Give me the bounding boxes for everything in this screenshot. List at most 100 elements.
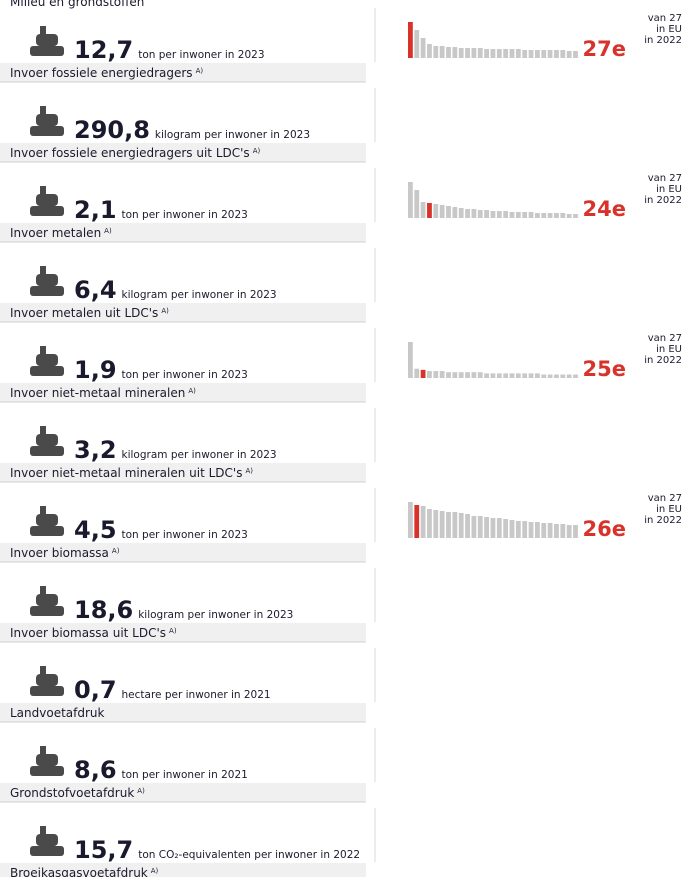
footnote-marker: A) (188, 387, 196, 395)
rank-context: in EU (656, 504, 682, 515)
bar (427, 371, 432, 378)
icon-top (40, 266, 46, 274)
icon (30, 746, 64, 776)
unit: kilogram per inwoner in 2023 (138, 609, 293, 621)
footnote-marker: A) (151, 867, 159, 875)
bar (477, 372, 483, 378)
bar (547, 374, 553, 378)
unit: ton per inwoner in 2023 (122, 529, 248, 541)
bar (541, 213, 547, 218)
icon-top (40, 426, 46, 434)
bar (554, 374, 559, 378)
value: 6,4 (74, 276, 117, 304)
page-title: Milieu en grondstoffen (10, 0, 144, 9)
icon-base (30, 446, 64, 456)
bar (465, 209, 470, 218)
bar (528, 50, 534, 58)
bar (420, 38, 426, 58)
bar (535, 213, 540, 218)
bar (566, 525, 572, 538)
value: 15,7 (74, 836, 133, 864)
icon-body (36, 354, 58, 366)
rank-context: in 2022 (644, 195, 682, 206)
bar (433, 204, 439, 218)
rank-context: in 2022 (644, 515, 682, 526)
value: 2,1 (74, 196, 117, 224)
bar (446, 47, 451, 58)
icon (30, 266, 64, 296)
bar (566, 374, 572, 378)
icon-top (40, 826, 46, 834)
bar (408, 22, 413, 58)
bar (414, 190, 420, 218)
label-bg (0, 703, 366, 722)
bar (496, 373, 502, 378)
icon-body (36, 34, 58, 46)
bar (484, 373, 489, 378)
icon-body (36, 114, 58, 126)
footnote-marker: A) (253, 147, 261, 155)
label-bg (0, 543, 366, 562)
footnote-marker: A) (245, 467, 253, 475)
icon-top (40, 346, 46, 354)
bar (446, 372, 451, 378)
icon (30, 426, 64, 456)
rank-context: in EU (656, 184, 682, 195)
icon (30, 346, 64, 376)
bar (515, 521, 521, 538)
value: 4,5 (74, 516, 117, 544)
bar (477, 48, 483, 58)
bar (522, 212, 528, 218)
icon-base (30, 126, 64, 136)
bar (484, 517, 489, 538)
bar (560, 374, 566, 378)
icon-top (40, 586, 46, 594)
icon-top (40, 666, 46, 674)
bar (484, 49, 489, 58)
value: 3,2 (74, 436, 117, 464)
label-bg (0, 143, 366, 162)
bar (547, 213, 553, 218)
bar (465, 48, 470, 58)
rank-context: in 2022 (644, 355, 682, 366)
unit: kilogram per inwoner in 2023 (155, 129, 310, 141)
bar (452, 372, 458, 378)
bar (465, 514, 470, 538)
unit: kilogram per inwoner in 2023 (122, 449, 277, 461)
bar (554, 524, 559, 538)
icon-base (30, 46, 64, 56)
footnote-marker: A) (161, 307, 169, 315)
label-bg (0, 623, 366, 642)
icon (30, 26, 64, 56)
rank-context: in EU (656, 24, 682, 35)
unit: ton per inwoner in 2023 (122, 209, 248, 221)
bar (566, 214, 572, 218)
footnote-marker: A) (112, 547, 120, 555)
value: 12,7 (74, 36, 133, 64)
value: 1,9 (74, 356, 117, 384)
row-label: Invoer metalen (10, 226, 101, 240)
footnote-marker: A) (104, 227, 112, 235)
bar (446, 512, 451, 538)
icon (30, 586, 64, 616)
bar (503, 211, 509, 218)
bar (522, 50, 528, 58)
rank-context: van 27 (648, 173, 682, 184)
rank-context: in EU (656, 344, 682, 355)
bar (458, 208, 464, 218)
bar (509, 49, 515, 58)
bar (522, 373, 528, 378)
icon-body (36, 594, 58, 606)
bar (420, 202, 426, 218)
bar (528, 522, 534, 538)
icon-body (36, 434, 58, 446)
bar (535, 50, 540, 58)
icon-top (40, 26, 46, 34)
bar (509, 212, 515, 218)
bar (554, 50, 559, 58)
bar (496, 518, 502, 538)
icon-body (36, 754, 58, 766)
bar (452, 207, 458, 218)
bar (439, 371, 445, 378)
